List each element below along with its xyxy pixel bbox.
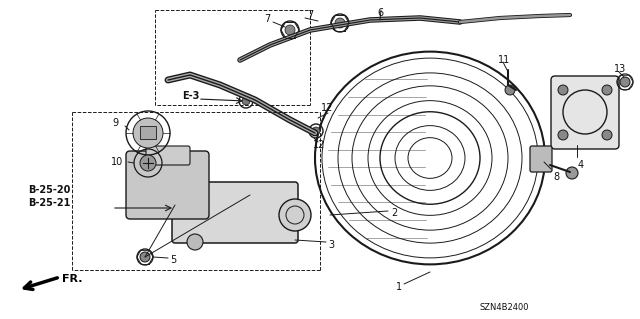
Circle shape [133,118,163,148]
Circle shape [187,234,203,250]
Circle shape [558,130,568,140]
Circle shape [602,130,612,140]
Circle shape [140,252,150,262]
Circle shape [140,155,156,171]
Text: FR.: FR. [62,274,83,284]
FancyBboxPatch shape [126,151,209,219]
Text: 3: 3 [328,240,334,250]
Text: 8: 8 [553,172,559,182]
Text: 11: 11 [498,55,510,65]
Text: 7: 7 [264,14,270,24]
FancyBboxPatch shape [146,146,190,165]
Circle shape [566,167,578,179]
Circle shape [279,199,311,231]
Circle shape [242,97,250,105]
Circle shape [505,85,515,95]
Circle shape [335,18,345,28]
Circle shape [312,127,320,135]
FancyBboxPatch shape [140,126,156,139]
FancyBboxPatch shape [172,182,298,243]
Text: 10: 10 [111,157,124,167]
Circle shape [620,77,630,87]
Circle shape [285,25,295,35]
Circle shape [602,85,612,95]
Text: B-25-20: B-25-20 [28,185,70,195]
Text: 13: 13 [614,64,627,74]
FancyBboxPatch shape [530,146,552,172]
Text: 4: 4 [578,160,584,170]
Text: 2: 2 [391,208,397,218]
FancyBboxPatch shape [551,76,619,149]
Text: 5: 5 [170,255,176,265]
Text: 12: 12 [321,103,333,113]
Text: 7: 7 [307,10,313,20]
Text: B-25-21: B-25-21 [28,198,70,208]
Text: 9: 9 [112,118,118,128]
Text: 1: 1 [396,282,402,292]
Circle shape [558,85,568,95]
Text: E-3: E-3 [182,91,200,101]
Text: 12: 12 [313,140,325,150]
Text: SZN4B2400: SZN4B2400 [480,302,529,311]
Text: 6: 6 [377,8,383,18]
